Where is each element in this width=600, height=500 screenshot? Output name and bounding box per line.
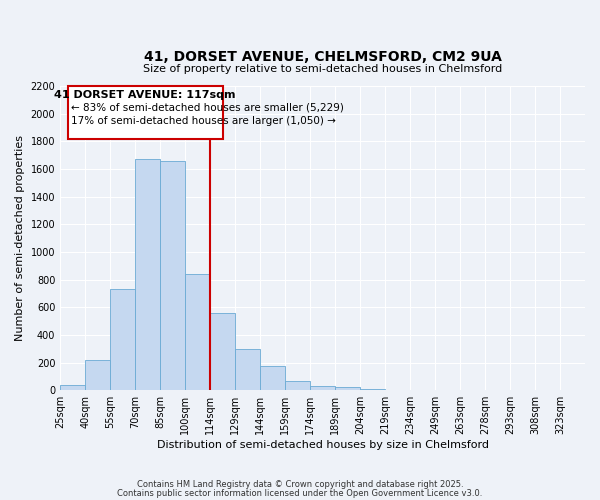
FancyBboxPatch shape bbox=[68, 86, 223, 139]
Bar bbox=[135, 160, 160, 390]
Bar bbox=[310, 386, 335, 390]
Title: 41, DORSET AVENUE, CHELMSFORD, CM2 9UA: 41, DORSET AVENUE, CHELMSFORD, CM2 9UA bbox=[143, 50, 502, 64]
Text: ← 83% of semi-detached houses are smaller (5,229): ← 83% of semi-detached houses are smalle… bbox=[71, 102, 344, 113]
Bar bbox=[285, 380, 310, 390]
Bar bbox=[185, 274, 210, 390]
Bar bbox=[260, 366, 285, 390]
Text: Contains public sector information licensed under the Open Government Licence v3: Contains public sector information licen… bbox=[118, 488, 482, 498]
Bar bbox=[235, 350, 260, 390]
X-axis label: Distribution of semi-detached houses by size in Chelmsford: Distribution of semi-detached houses by … bbox=[157, 440, 488, 450]
Bar bbox=[110, 290, 135, 390]
Bar bbox=[60, 384, 85, 390]
Bar bbox=[160, 160, 185, 390]
Text: Contains HM Land Registry data © Crown copyright and database right 2025.: Contains HM Land Registry data © Crown c… bbox=[137, 480, 463, 489]
Text: Size of property relative to semi-detached houses in Chelmsford: Size of property relative to semi-detach… bbox=[143, 64, 502, 74]
Bar bbox=[335, 388, 360, 390]
Bar bbox=[360, 389, 385, 390]
Bar bbox=[210, 313, 235, 390]
Y-axis label: Number of semi-detached properties: Number of semi-detached properties bbox=[15, 135, 25, 341]
Text: 17% of semi-detached houses are larger (1,050) →: 17% of semi-detached houses are larger (… bbox=[71, 116, 335, 126]
Bar bbox=[85, 360, 110, 390]
Text: 41 DORSET AVENUE: 117sqm: 41 DORSET AVENUE: 117sqm bbox=[55, 90, 236, 100]
